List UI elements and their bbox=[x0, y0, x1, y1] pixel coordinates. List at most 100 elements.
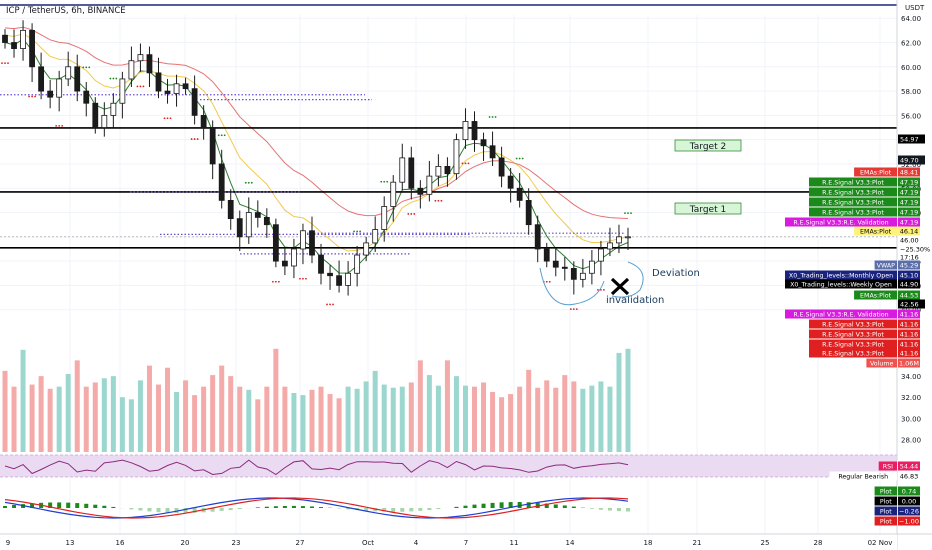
macd-histogram-bar bbox=[490, 502, 495, 508]
signal-dot bbox=[329, 303, 331, 306]
price-tag-name-bg bbox=[854, 167, 897, 177]
price-tag-name: EMAs:Plot bbox=[860, 293, 892, 300]
price-tag-name-bg bbox=[809, 187, 897, 197]
price-tag-value-bg bbox=[898, 358, 920, 368]
candle-body bbox=[155, 72, 162, 92]
volume-bar bbox=[544, 380, 550, 452]
signal-dot bbox=[332, 303, 334, 306]
candle-body bbox=[444, 165, 451, 175]
candle-body bbox=[47, 90, 54, 98]
volume-bar bbox=[255, 399, 261, 452]
candle-body bbox=[173, 83, 180, 94]
signal-dot bbox=[407, 213, 410, 215]
signal-dot bbox=[58, 125, 61, 127]
price-tag-name: R.E.Signal V3.3:R.E. Validation bbox=[793, 220, 888, 227]
price-tag-19: 41.16 bbox=[900, 331, 919, 339]
macd-histogram-bar bbox=[147, 508, 152, 512]
price-tag-22: 1.06M bbox=[899, 360, 919, 368]
price-tag-25: 0.74 bbox=[902, 488, 916, 496]
macd-histogram-bar bbox=[219, 508, 224, 511]
price-tag-13: 45.10 bbox=[900, 272, 919, 280]
volume-bar bbox=[47, 388, 53, 452]
volume-bar bbox=[580, 388, 586, 452]
signal-dot bbox=[627, 212, 629, 215]
macd-histogram-bar bbox=[427, 508, 432, 511]
date-axis: 9 13 16 20 23 27 Oct 4 7 11 14 18 21 25 28 02 Nov bbox=[6, 539, 893, 547]
volume-bar bbox=[201, 386, 207, 452]
volume-bar bbox=[535, 387, 541, 452]
volume-bar bbox=[2, 370, 8, 452]
candle-body bbox=[263, 217, 270, 226]
candle-body bbox=[128, 60, 135, 80]
volume-bar bbox=[11, 386, 17, 452]
macd-histogram-bar bbox=[66, 502, 71, 508]
candle-body bbox=[236, 218, 243, 238]
macd-histogram-bar bbox=[364, 508, 369, 511]
price-tag-value-bg bbox=[898, 348, 920, 358]
candle-body bbox=[408, 157, 415, 189]
price-tag-name-bg bbox=[809, 197, 897, 207]
price-tag-value-bg bbox=[898, 244, 925, 254]
candle-body bbox=[598, 248, 604, 262]
volume-bar bbox=[625, 348, 631, 452]
signal-dot bbox=[271, 280, 274, 283]
volume-bar bbox=[273, 348, 279, 452]
candle-body bbox=[399, 157, 406, 183]
date-axis-background bbox=[0, 534, 897, 550]
price-tag-12: 45.29 bbox=[900, 262, 919, 270]
signal-dot bbox=[494, 116, 497, 118]
signal-dot bbox=[326, 303, 328, 306]
price-axis-value-16: 42.56 bbox=[900, 301, 919, 309]
signal-dot bbox=[302, 277, 304, 280]
macd-histogram-bar bbox=[93, 504, 98, 508]
price-tick-label: 52.00 bbox=[901, 161, 921, 169]
price-tag-6: 47.19 bbox=[900, 209, 919, 217]
price-tag-value-bg bbox=[898, 207, 920, 217]
price-tag-name-bg bbox=[809, 329, 897, 339]
macd-histogram-bar bbox=[84, 503, 89, 508]
price-tag-name: Plot bbox=[880, 499, 892, 506]
target-1-label: Target 1 bbox=[689, 205, 726, 215]
volume-bar bbox=[146, 365, 152, 452]
volume-bar bbox=[472, 386, 478, 452]
signal-dot bbox=[220, 134, 223, 137]
volume-bar bbox=[92, 382, 98, 452]
signal-dot bbox=[112, 77, 115, 80]
signal-dot bbox=[437, 199, 440, 202]
volume-bar bbox=[155, 384, 161, 452]
signal-dot bbox=[109, 77, 112, 80]
candle-body bbox=[462, 121, 469, 141]
price-tag-value-bg bbox=[898, 260, 920, 270]
price-axis-value-10: −25.30% bbox=[900, 246, 930, 254]
candle-body bbox=[281, 260, 288, 267]
price-tag-name-bg bbox=[809, 348, 897, 358]
price-tag-value-bg bbox=[898, 329, 920, 339]
price-tag-name: EMAs:Plot bbox=[860, 229, 892, 236]
macd-histogram-bar bbox=[337, 508, 342, 509]
date-tick-label: 16 bbox=[116, 539, 125, 547]
candle-body bbox=[101, 114, 108, 128]
volume-bar bbox=[408, 382, 414, 452]
macd-histogram-bar bbox=[517, 502, 522, 508]
invalidation-label: invalidation bbox=[606, 295, 664, 306]
volume-bar bbox=[571, 381, 577, 452]
candle-body bbox=[300, 230, 306, 250]
price-axis-value-1: 49.70 bbox=[900, 157, 919, 165]
candle-body bbox=[417, 187, 424, 195]
ema-mid-line bbox=[4, 33, 629, 252]
price-tag-name-bg bbox=[854, 290, 897, 300]
price-tag-name-bg bbox=[874, 260, 897, 270]
candle-body bbox=[616, 236, 622, 244]
candle-body bbox=[137, 54, 144, 62]
volume-axis-ticks: 34.00 32.00 30.00 28.00 bbox=[901, 373, 921, 444]
macd-histogram-bar bbox=[499, 502, 504, 508]
macd-histogram-bar bbox=[391, 508, 396, 512]
candle-body bbox=[227, 199, 234, 220]
candle-body bbox=[254, 212, 261, 218]
candle-body bbox=[200, 114, 207, 128]
price-axis-value-11: 17:16 bbox=[900, 254, 919, 262]
price-tag-value-bg bbox=[898, 290, 920, 300]
price-tag-name-bg bbox=[874, 516, 897, 526]
date-tick-label: 27 bbox=[296, 539, 305, 547]
